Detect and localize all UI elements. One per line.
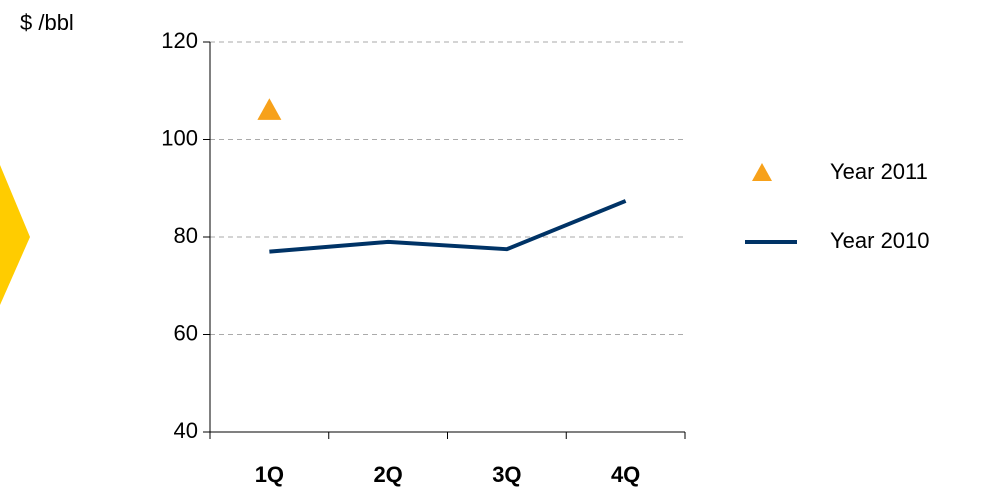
y-tick-label: 120 — [161, 28, 198, 53]
line — [269, 199, 627, 254]
x-tick-label: 1Q — [255, 462, 284, 487]
marker — [257, 98, 282, 120]
legend-marker — [752, 163, 772, 181]
legend-label: Year 2010 — [830, 228, 930, 253]
y-tick-label: 80 — [174, 223, 198, 248]
x-tick-label: 3Q — [492, 462, 521, 487]
decoration — [0, 165, 30, 305]
y-axis-label: $ /bbl — [20, 10, 74, 35]
y-tick-label: 100 — [161, 125, 198, 150]
y-tick-label: 60 — [174, 320, 198, 345]
x-tick-label: 4Q — [611, 462, 640, 487]
legend-label: Year 2011 — [830, 159, 928, 184]
y-tick-label: 40 — [174, 418, 198, 443]
x-tick-label: 2Q — [373, 462, 402, 487]
